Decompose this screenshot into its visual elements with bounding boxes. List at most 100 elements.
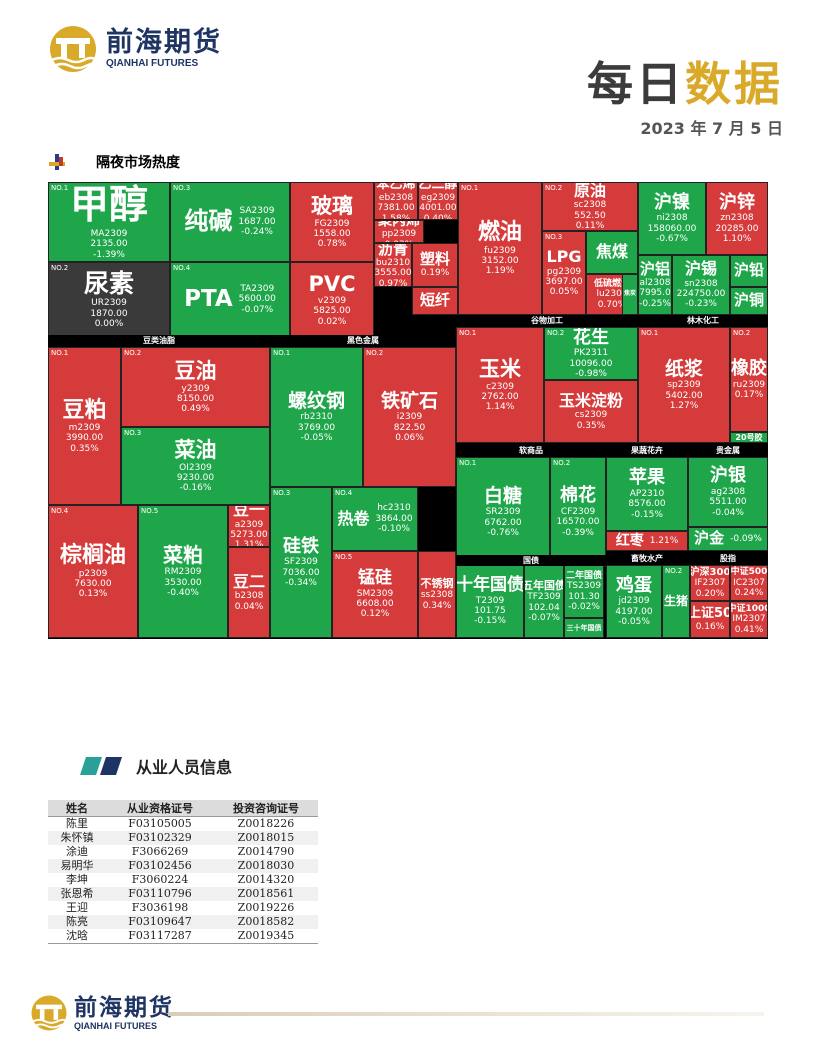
section1-title: 隔夜市场热度	[96, 155, 180, 171]
qualification-number: F03117287	[128, 929, 192, 942]
tile-change: -0.05%	[300, 433, 333, 444]
tile-change: 1.14%	[485, 402, 515, 413]
tile-name: 低硫燃油	[593, 278, 630, 289]
consulting-number: Z0019345	[237, 929, 295, 942]
tile-price: 1870.00	[90, 308, 128, 319]
table-row: 沈晗 F03117287 Z0019345	[48, 929, 318, 944]
logo-cn-text: 前海期货	[106, 27, 222, 58]
tile-change: -0.67%	[656, 234, 688, 245]
col-header-name: 姓名	[48, 800, 106, 817]
treemap-tile: 五年国债 TF2309 102.04 -0.07%	[524, 565, 564, 638]
tile-rank: NO.1	[459, 329, 477, 337]
footer-logo-cn: 前海期货	[74, 993, 174, 1021]
tile-change: 1.58%	[381, 213, 411, 220]
tile-change: -0.09%	[730, 533, 762, 544]
tile-name: 焦煤	[595, 242, 628, 262]
tile-price: 3697.00	[545, 277, 583, 288]
tile-price: 3152.00	[481, 255, 519, 266]
tile-code: TF2309	[527, 592, 561, 603]
tile-name: 尿素	[83, 268, 134, 298]
tile-name: 沪铝	[639, 259, 670, 278]
tile-name: 纯碱	[184, 207, 233, 236]
treemap-tile: NO.2 花生 PK2311 10096.00 -0.98%	[544, 327, 638, 380]
footer-logo-en: QIANHAI FUTURES	[74, 1020, 157, 1031]
tile-rank: NO.1	[641, 329, 659, 337]
table-row: 涂迪 F3066269 Z0014790	[48, 845, 318, 859]
tile-name: 热卷	[337, 508, 370, 528]
staff-name: 易明华	[48, 859, 106, 873]
table-row: 李坤 F3060224 Z0014320	[48, 873, 318, 887]
tile-price: 1687.00	[238, 216, 276, 227]
tile-price: 20285.00	[715, 223, 759, 234]
tile-code: ru2309	[732, 379, 766, 390]
tile-name: 沪银	[710, 465, 746, 487]
consulting-number: Z0019226	[237, 901, 295, 914]
market-heat-treemap: NO.1 甲醇 MA2309 2135.00 -1.39% NO.2 尿素 UR2309 187…	[48, 182, 768, 639]
staff-name: 陈里	[66, 817, 88, 830]
tile-change: 0.16%	[695, 621, 725, 632]
tile-name: 硅铁	[283, 535, 319, 557]
tile-name: 中证500	[730, 567, 768, 578]
tile-price: 6608.00	[356, 599, 394, 610]
tile-change: -0.10%	[378, 524, 410, 535]
document-date: 2023 年 7 月 5 日	[640, 119, 783, 138]
tile-name: 原油	[573, 182, 606, 200]
bullet-icon	[49, 154, 65, 170]
tile-change: -0.02%	[568, 601, 600, 612]
tile-code: zn2308	[720, 213, 754, 224]
treemap-tile: 红枣 1.21%	[606, 531, 688, 551]
tile-info: hc2310 3864.00 -0.10%	[375, 503, 412, 534]
tile-rank: NO.1	[459, 459, 477, 467]
section1-heading: 隔夜市场热度	[48, 152, 180, 172]
tile-change: -0.25%	[639, 298, 671, 309]
tile-price: 2762.00	[481, 391, 519, 402]
tile-rank: NO.2	[51, 264, 69, 272]
tile-code: PK2311	[573, 348, 609, 359]
tile-name: 棉花	[560, 485, 596, 507]
tile-name: 短纤	[419, 291, 450, 310]
tile-rank: NO.3	[273, 489, 291, 497]
tile-price: 7036.00	[282, 567, 320, 578]
treemap-tile: 苹果 AP2310 8576.00 -0.15%	[606, 457, 688, 531]
tile-price: 5402.00	[665, 390, 703, 401]
tile-change: 0.17%	[734, 389, 764, 400]
treemap-tile: 20号胶	[730, 432, 768, 443]
tile-code: MA2309	[90, 228, 128, 239]
tile-change: -0.40%	[167, 588, 199, 599]
treemap-tile: NO.1 纸浆 sp2309 5402.00 1.27%	[638, 327, 730, 443]
tile-code: jd2309	[618, 596, 650, 607]
tile-code: SM2309	[356, 588, 394, 599]
treemap-tile: 中证1000IM23070.41%	[730, 601, 768, 638]
footer-logo: 前海期货 QIANHAI FUTURES	[30, 994, 174, 1032]
tile-price: 5511.00	[709, 497, 747, 508]
qualification-number: F03109647	[106, 915, 214, 929]
tile-change: -0.23%	[685, 299, 717, 310]
tile-name: 中证1000	[731, 603, 767, 614]
tile-name: 花生	[573, 327, 609, 348]
tile-code: sp2309	[667, 380, 701, 391]
tile-name: 沥青	[377, 243, 408, 258]
tile-rank: NO.1	[461, 184, 479, 192]
tile-code: CF2309	[560, 506, 596, 517]
tile-code: OI2309	[179, 462, 212, 473]
tile-code: lu2309	[596, 289, 628, 300]
staff-name: 李坤	[66, 873, 88, 886]
tile-name: 焦炭	[623, 290, 636, 298]
tile-code: eb2308	[378, 192, 414, 203]
tile-info: -0.09%	[730, 534, 762, 544]
qualification-number: F03102329	[106, 831, 214, 845]
sector-header: 畜牧水产	[606, 553, 688, 564]
company-logo: 前海期货 QIANHAI FUTURES	[48, 24, 222, 74]
tile-name: 沪锌	[719, 191, 755, 213]
sector-header: 果蔬花卉	[606, 445, 688, 456]
treemap-tile: NO.3 菜油 OI2309 9230.00 -0.16%	[121, 427, 270, 505]
tile-price: 102.04	[528, 602, 560, 613]
tile-name: 苹果	[629, 467, 665, 489]
tile-name: 沪镍	[654, 191, 690, 213]
tile-code: bu2310	[375, 258, 411, 269]
tile-name: 菜粕	[163, 543, 203, 568]
tile-change: 0.35%	[70, 443, 99, 454]
tile-name: 十年国债	[456, 575, 524, 596]
tile-name: PTA	[184, 286, 233, 313]
tile-change: 0.70%	[597, 299, 627, 310]
